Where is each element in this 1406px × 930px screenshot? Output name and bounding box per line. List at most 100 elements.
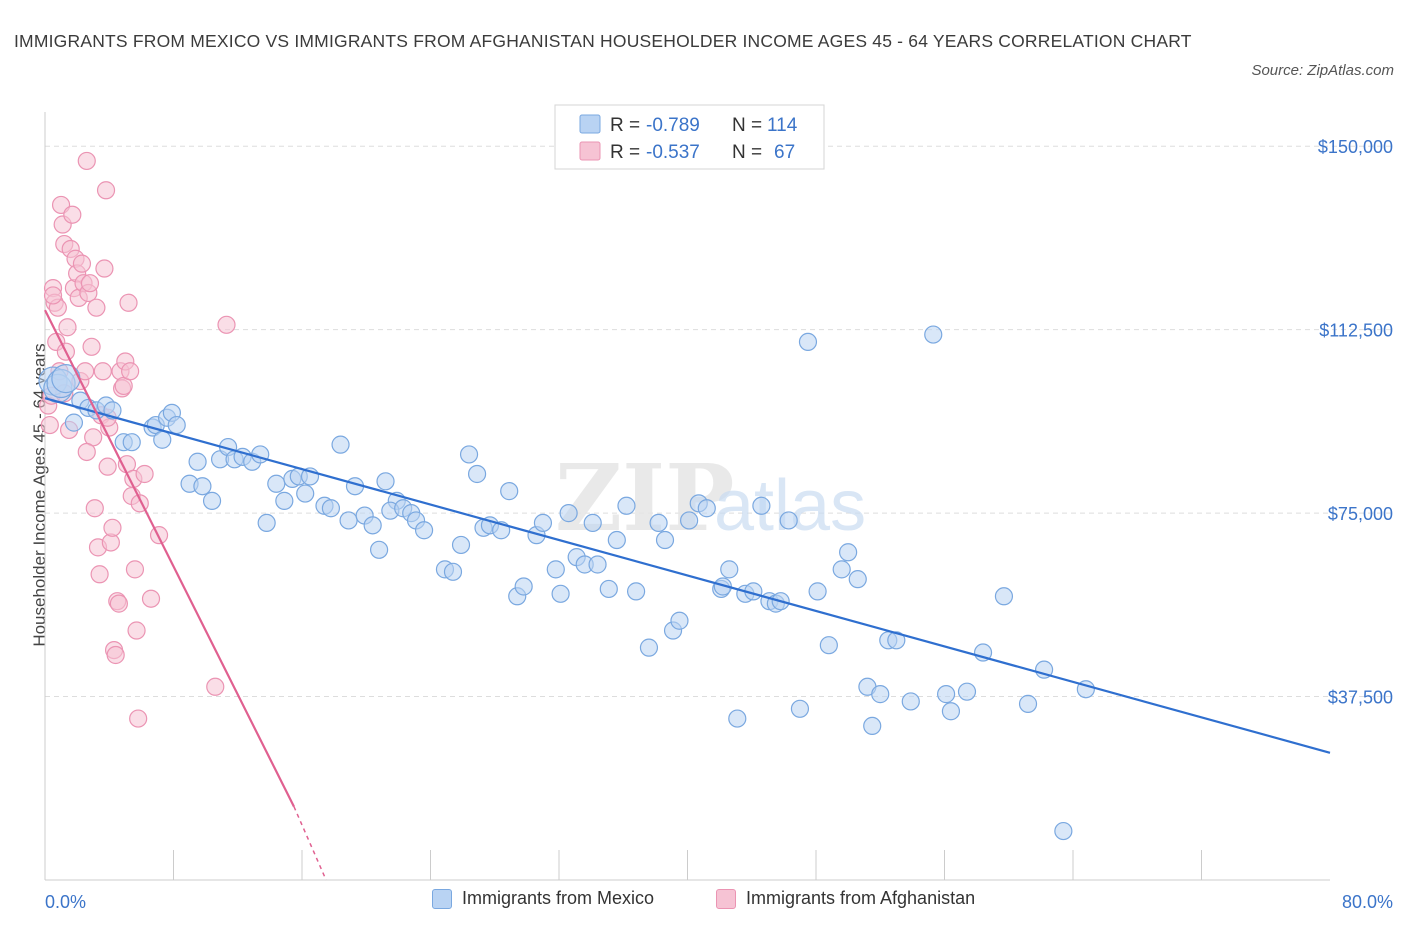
afghanistan-point-13 [58,318,77,337]
mexico-point-62 [533,513,553,533]
mexico-point-114 [1054,821,1073,841]
mexico-point-53 [459,445,479,464]
mexico-point-70 [599,579,618,599]
y-tick-label-0: $37,500 [1328,688,1393,708]
y-tick-label-1: $75,000 [1328,504,1393,524]
mexico-point-88 [752,496,771,515]
mexico-point-42 [370,540,389,559]
x-tick-label-min: 0.0% [45,892,86,912]
afghanistan-point-30 [85,499,104,518]
mexico-point-76 [655,530,675,550]
source-label: Source: ZipAtlas.com [1251,62,1394,79]
mexico-point-113 [1034,660,1054,679]
mexico-point-52 [451,535,471,555]
trend-lines [44,309,1331,881]
afghanistan-point-28 [82,337,101,356]
mexico-point-102 [871,685,890,704]
mexico-point-83 [720,560,739,579]
legend-r-value-afghanistan: -0.537 [646,142,700,163]
watermark-atlas: atlas [714,466,866,546]
mexico-point-74 [639,638,659,657]
afghanistan-point-63 [217,315,236,334]
mexico-point-3 [51,363,81,394]
mexico-point-94 [798,332,818,352]
afghanistan-point-55 [125,560,145,579]
mexico-point-14 [153,430,172,449]
afghanistan-point-27 [80,274,100,293]
mexico-point-36 [321,499,341,518]
mexico-point-105 [901,692,920,711]
mexico-point-92 [779,511,798,530]
tick-labels: $37,500 $75,000 $112,500 $150,000 0.0% 80.0% [45,137,1393,912]
mexico-point-60 [514,577,533,596]
afghanistan-point-16 [63,205,82,224]
mexico-point-65 [559,504,578,523]
legend-item-mexico: Immigrants from Mexico [432,888,654,909]
mexico-point-34 [296,484,315,503]
y-tick-label-2: $112,500 [1319,321,1393,341]
grid-lines [45,145,1392,698]
mexico-point-29 [267,474,286,493]
mexico-point-73 [626,582,646,601]
mexico-point-27 [251,445,270,464]
legend-marker-afghanistan [716,888,736,909]
watermark-zip: ZIP [555,444,734,552]
mexico-point-106 [924,325,943,344]
afghanistan-point-62 [206,677,225,696]
correlation-legend: R = -0.789 N = 114 R = -0.537 N = 67 [554,104,825,170]
mexico-point-99 [848,570,867,589]
legend-marker-mexico [432,888,452,909]
series-legend: Immigrants from Mexico Immigrants from A… [0,888,1406,916]
mexico-point-19 [188,452,207,471]
series-mexico [38,325,1095,841]
trend-line-afghanistan [44,309,295,808]
afghanistan-point-51 [119,293,138,312]
mexico-point-63 [546,560,565,579]
afghanistan-point-43 [106,645,125,665]
mexico-point-5 [64,413,84,432]
afghanistan-point-31 [87,298,106,317]
mexico-point-95 [808,582,827,601]
mexico-point-21 [202,491,222,510]
afghanistan-point-22 [72,254,92,273]
mexico-point-11 [122,433,141,452]
mexico-point-68 [583,513,602,533]
legend-r-value-mexico: -0.789 [646,115,700,136]
afghanistan-point-36 [95,259,114,278]
legend-swatch-afghanistan [579,141,601,161]
mexico-point-72 [617,496,636,515]
chart-title: IMMIGRANTS FROM MEXICO VS IMMIGRANTS FRO… [14,31,1192,51]
afghanistan-point-33 [90,565,109,584]
afghanistan-point-59 [135,464,154,484]
afghanistan-point-66 [77,442,96,462]
mexico-point-41 [363,516,382,535]
mexico-point-37 [331,435,350,454]
mexico-point-17 [167,415,186,435]
mexico-point-20 [193,477,212,496]
legend-n-label-mexico: N = [732,115,762,136]
legend-swatch-mexico [579,114,601,134]
watermark: ZIP atlas [555,444,866,552]
mexico-point-85 [728,709,747,728]
mexico-point-108 [941,702,961,721]
legend-n-value-afghanistan: 67 [774,142,795,163]
legend-label-afghanistan: Immigrants from Afghanistan [746,888,976,908]
mexico-point-43 [376,472,395,491]
afghanistan-point-45 [109,594,128,613]
trend-line-mexico [44,397,1331,754]
mexico-point-49 [414,521,434,540]
mexico-point-64 [551,584,570,603]
afghanistan-point-52 [121,362,140,381]
mexico-point-93 [790,699,810,718]
legend-item-afghanistan: Immigrants from Afghanistan [716,888,975,909]
mexico-point-54 [467,464,487,484]
legend-n-value-mexico: 114 [767,115,798,136]
afghanistan-point-37 [96,181,116,200]
mexico-point-107 [937,685,956,704]
legend-r-label-afghanistan: R = [610,142,640,163]
mexico-point-58 [500,482,519,501]
afghanistan-point-38 [98,457,117,476]
afghanistan-point-56 [127,621,146,640]
afghanistan-point-1 [40,415,59,435]
